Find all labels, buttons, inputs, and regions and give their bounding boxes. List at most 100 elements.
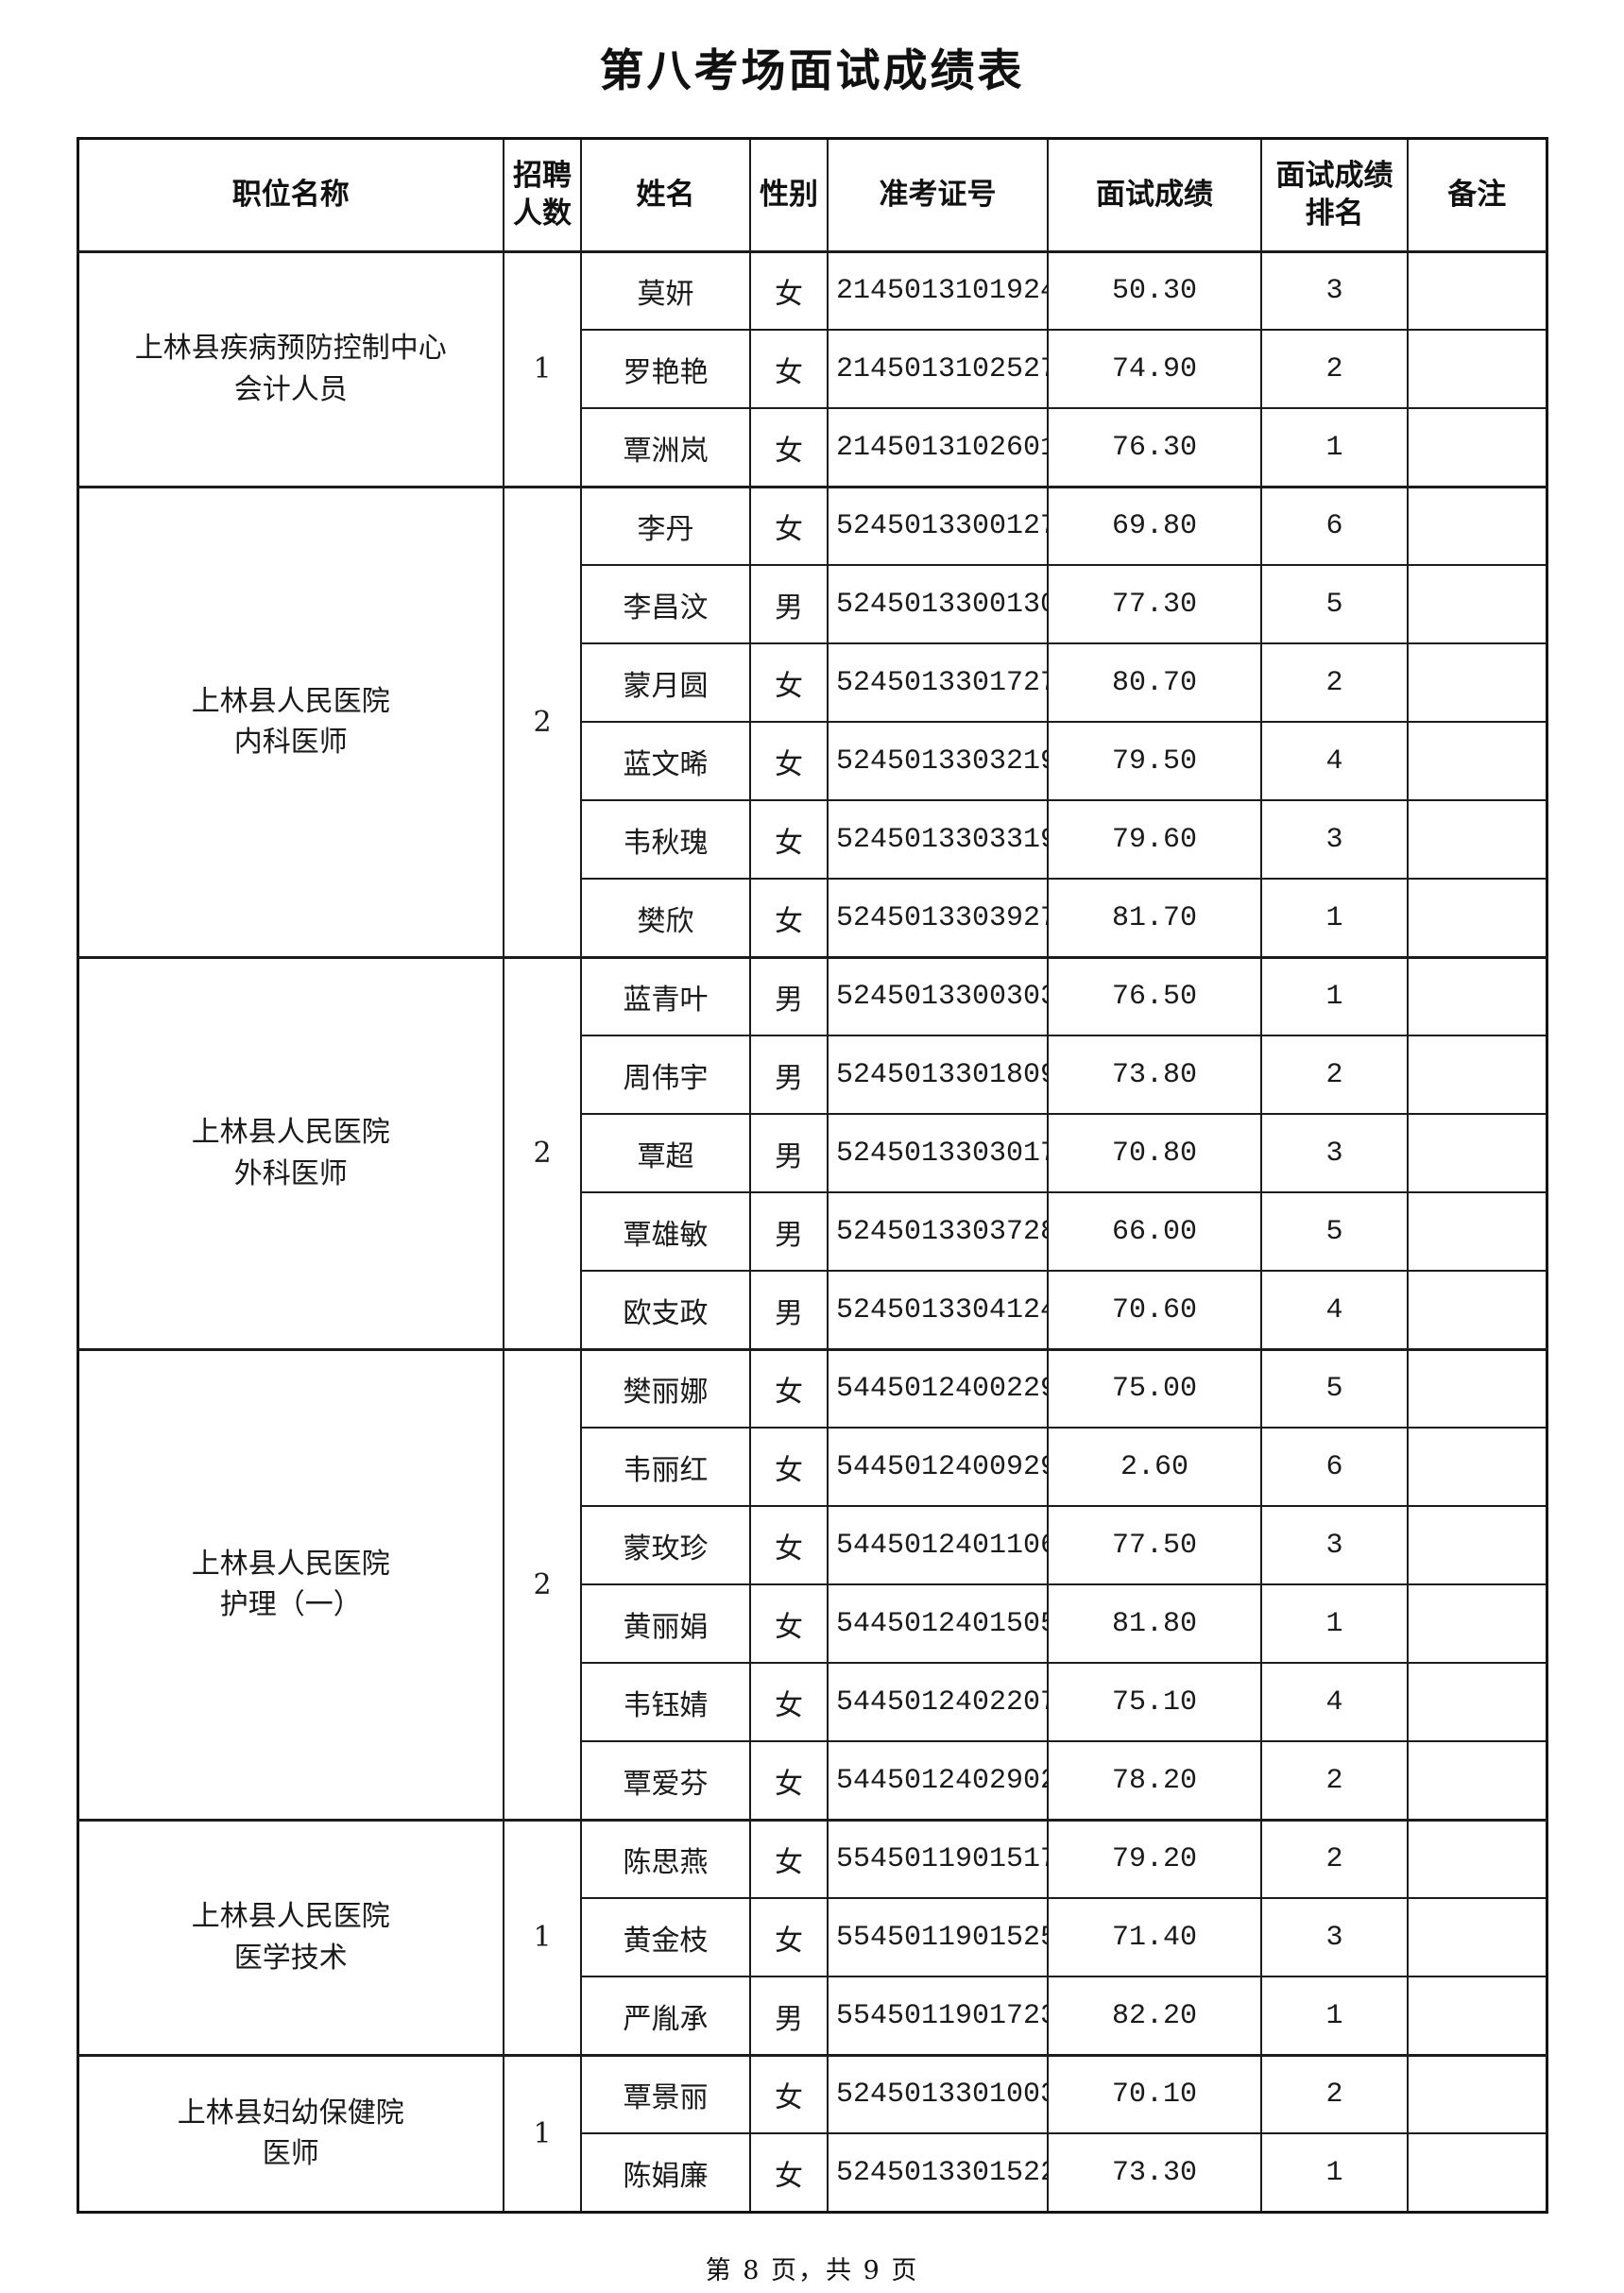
rank-cell: 3	[1260, 1505, 1409, 1586]
position-line: 会计人员	[233, 372, 348, 406]
score-cell: 70.10	[1047, 2053, 1262, 2135]
score-cell: 77.50	[1047, 1505, 1262, 1586]
ticket-number-cell: 5245013303728	[827, 1191, 1049, 1273]
name-cell: 陈娟廉	[580, 2132, 751, 2214]
rank-cell: 4	[1260, 1662, 1409, 1743]
recruit-count-cell: 2	[503, 955, 582, 1351]
position-name-cell: 上林县妇幼保健院 医师	[77, 2053, 504, 2214]
name-cell: 蒙玫珍	[580, 1505, 751, 1586]
score-table: 职位名称 招聘人数 姓名 性别 准考证号 面试成绩 面试成绩排名 备注 上林县疾…	[76, 136, 1548, 2214]
gender-cell: 男	[749, 564, 829, 645]
score-cell: 2.60	[1047, 1427, 1262, 1508]
name-cell: 韦秋瑰	[580, 799, 751, 881]
position-name-cell: 上林县疾病预防控制中心 会计人员	[77, 249, 504, 488]
remarks-cell	[1407, 955, 1547, 1037]
position-line: 医师	[262, 2137, 319, 2171]
name-cell: 严胤承	[580, 1976, 751, 2057]
name-cell: 周伟宇	[580, 1035, 751, 1116]
name-cell: 蓝文晞	[580, 721, 751, 802]
recruit-count-cell: 2	[503, 485, 582, 959]
table-row: 欧支政男 5245013304124 70.60 4	[77, 1270, 1547, 1351]
gender-cell: 女	[749, 1347, 829, 1429]
gender-cell: 男	[749, 1191, 829, 1273]
position-name-cell: 上林县人民医院 外科医师	[77, 955, 504, 1351]
score-cell: 77.30	[1047, 564, 1262, 645]
table-row: 蒙月圆女 5245013301727 80.70 2	[77, 642, 1547, 724]
ticket-number-cell: 5445012400229	[827, 1347, 1049, 1429]
page-title: 第八考场面试成绩表	[599, 45, 1025, 95]
score-cell: 75.10	[1047, 1662, 1262, 1743]
page-number: 第 8 页，共 9 页	[705, 2255, 919, 2285]
rank-cell: 3	[1260, 1897, 1409, 1978]
remarks-cell	[1407, 1347, 1547, 1429]
gender-cell: 女	[749, 799, 829, 881]
rank-cell: 1	[1260, 1583, 1409, 1665]
rank-cell: 2	[1260, 642, 1409, 724]
header-ticket-number: 准考证号	[827, 137, 1049, 253]
rank-cell: 4	[1260, 1270, 1409, 1351]
rank-cell: 6	[1260, 1427, 1409, 1508]
header-score-rank: 面试成绩排名	[1260, 137, 1409, 253]
remarks-cell	[1407, 1662, 1547, 1743]
table-row: 韦钰婧女 5445012402207 75.10 4	[77, 1662, 1547, 1743]
name-cell: 樊欣	[580, 878, 751, 959]
table-row: 蓝文晞女 5245013303219 79.50 4	[77, 721, 1547, 802]
remarks-cell	[1407, 1818, 1547, 1900]
position-line: 上林县妇幼保健院	[177, 2096, 404, 2130]
position-line: 护理（一）	[219, 1588, 362, 1622]
gender-cell: 女	[749, 2053, 829, 2135]
ticket-number-cell: 5445012402902	[827, 1740, 1049, 1822]
rank-cell: 3	[1260, 799, 1409, 881]
remarks-cell	[1407, 1740, 1547, 1822]
score-cell: 76.50	[1047, 955, 1262, 1037]
ticket-number-cell: 5545011901517	[827, 1818, 1049, 1900]
ticket-number-cell: 5245013303319	[827, 799, 1049, 881]
ticket-number-cell: 5545011901723	[827, 1976, 1049, 2057]
score-cell: 81.70	[1047, 878, 1262, 959]
name-cell: 罗艳艳	[580, 329, 751, 410]
table-row: 樊欣女 5245013303927 81.70 1	[77, 878, 1547, 959]
ticket-number-cell: 5245013303219	[827, 721, 1049, 802]
gender-cell: 女	[749, 2132, 829, 2214]
rank-cell: 1	[1260, 407, 1409, 488]
table-row: 覃洲岚女 2145013102601 76.30 1	[77, 407, 1547, 488]
gender-cell: 女	[749, 485, 829, 567]
table-row: 上林县人民医院 医学技术 1 陈思燕女 5545011901517 79.20 2	[77, 1818, 1547, 2057]
ticket-number-cell: 5245013303927	[827, 878, 1049, 959]
remarks-cell	[1407, 721, 1547, 802]
header-recruit-count: 招聘人数	[503, 137, 582, 253]
table-row: 覃超男 5245013303017 70.80 3	[77, 1113, 1547, 1194]
name-cell: 李昌汶	[580, 564, 751, 645]
ticket-number-cell: 2145013102601	[827, 407, 1049, 488]
gender-cell: 女	[749, 1897, 829, 1978]
score-cell: 80.70	[1047, 642, 1262, 724]
ticket-number-cell: 5445012401505	[827, 1583, 1049, 1665]
rank-cell: 1	[1260, 1976, 1409, 2057]
rank-cell: 5	[1260, 1347, 1409, 1429]
header-gender: 性别	[749, 137, 829, 253]
name-cell: 欧支政	[580, 1270, 751, 1351]
ticket-number-cell: 5545011901525	[827, 1897, 1049, 1978]
score-cell: 73.80	[1047, 1035, 1262, 1116]
rank-cell: 1	[1260, 878, 1409, 959]
gender-cell: 男	[749, 1035, 829, 1116]
header-interview-score: 面试成绩	[1047, 137, 1262, 253]
score-table-body: 上林县疾病预防控制中心 会计人员 1 莫妍女 2145013101924 50.30 3 罗艳…	[77, 249, 1547, 2214]
score-cell: 70.80	[1047, 1113, 1262, 1194]
rank-cell: 3	[1260, 249, 1409, 332]
ticket-number-cell: 5445012402207	[827, 1662, 1049, 1743]
table-row: 周伟宇男 5245013301809 73.80 2	[77, 1035, 1547, 1116]
name-cell: 韦丽红	[580, 1427, 751, 1508]
position-line: 医学技术	[233, 1941, 348, 1975]
rank-cell: 1	[1260, 2132, 1409, 2214]
table-row: 上林县疾病预防控制中心 会计人员 1 莫妍女 2145013101924 50.30 3	[77, 249, 1547, 488]
remarks-cell	[1407, 407, 1547, 488]
name-cell: 覃爱芬	[580, 1740, 751, 1822]
gender-cell: 女	[749, 1818, 829, 1900]
rank-cell: 4	[1260, 721, 1409, 802]
remarks-cell	[1407, 1270, 1547, 1351]
ticket-number-cell: 5245013301809	[827, 1035, 1049, 1116]
ticket-number-cell: 5245013300303	[827, 955, 1049, 1037]
header-position-name: 职位名称	[77, 137, 504, 253]
